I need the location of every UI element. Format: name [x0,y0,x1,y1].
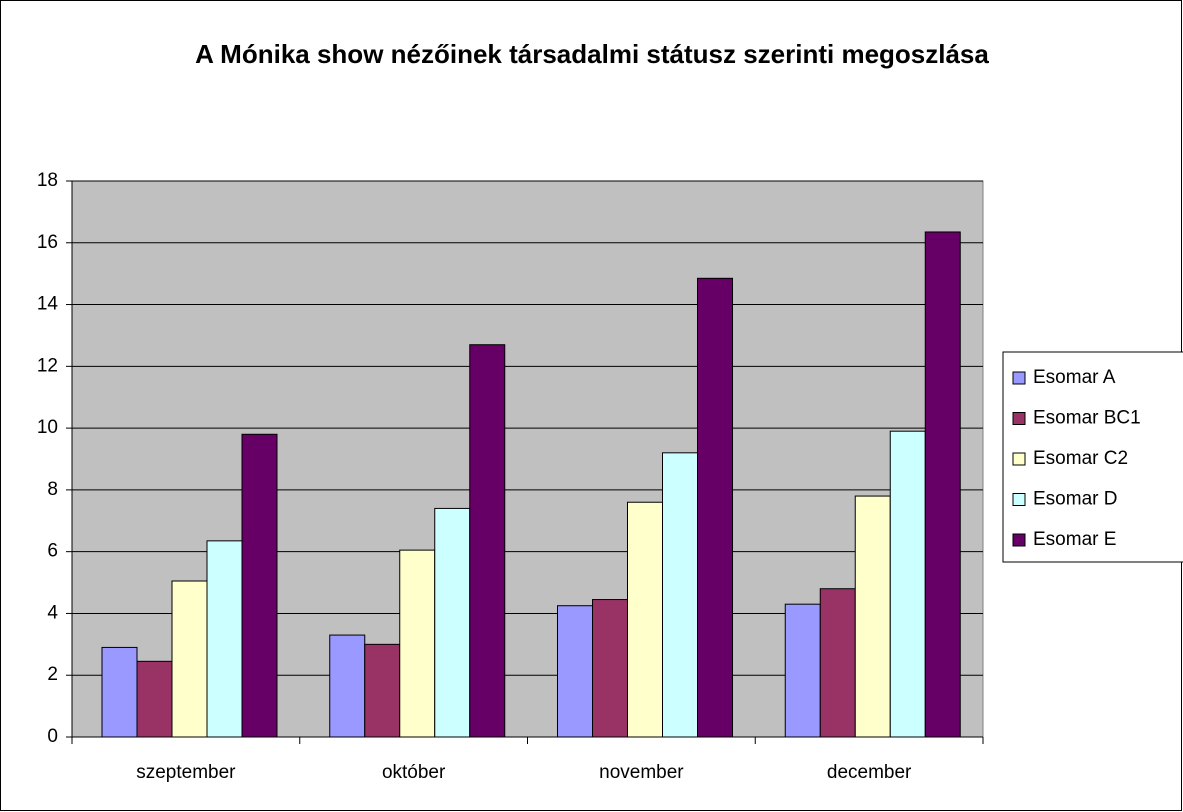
legend-swatch [1012,452,1026,466]
bar [434,507,471,738]
bar [171,580,208,738]
bar [592,599,628,738]
x-tick-label: november [599,762,684,783]
bar [889,430,926,738]
bar [697,277,733,738]
y-tick-label: 8 [47,479,58,500]
bar [627,501,663,738]
bar [819,588,856,738]
bar [854,495,891,738]
bar [206,540,243,738]
bar [364,643,401,738]
bar [662,452,698,738]
legend-box [1002,351,1183,563]
y-tick-label: 10 [37,417,58,438]
legend-label: Esomar D [1033,489,1117,510]
x-tick-label: december [827,762,912,783]
y-tick-label: 2 [47,664,58,685]
chart-title: A Mónika show nézőinek társadalmi státus… [195,39,989,69]
x-tick-label: szeptember [136,762,236,783]
bar [329,634,366,738]
y-tick-label: 12 [37,355,58,376]
legend-swatch [1012,412,1026,425]
bar [241,433,278,738]
y-tick-label: 6 [47,541,58,562]
bar [557,605,593,738]
legend-label: Esomar BC1 [1033,408,1141,429]
legend-swatch [1012,371,1026,385]
bar [399,549,436,738]
legend-label: Esomar E [1033,529,1116,550]
y-tick-label: 14 [37,294,59,315]
y-tick-label: 4 [47,602,58,623]
legend-swatch [1012,533,1026,547]
bar [136,660,173,738]
bar [924,231,961,738]
x-tick-label: október [382,762,446,783]
legend-label: Esomar A [1033,367,1116,388]
legend-swatch [1012,493,1026,506]
bar [784,603,821,738]
legend-label: Esomar C2 [1033,448,1128,469]
y-tick-label: 18 [37,170,58,191]
y-tick-label: 16 [37,232,58,253]
bar [469,344,506,738]
y-tick-label: 0 [47,726,58,747]
bar [101,646,138,738]
